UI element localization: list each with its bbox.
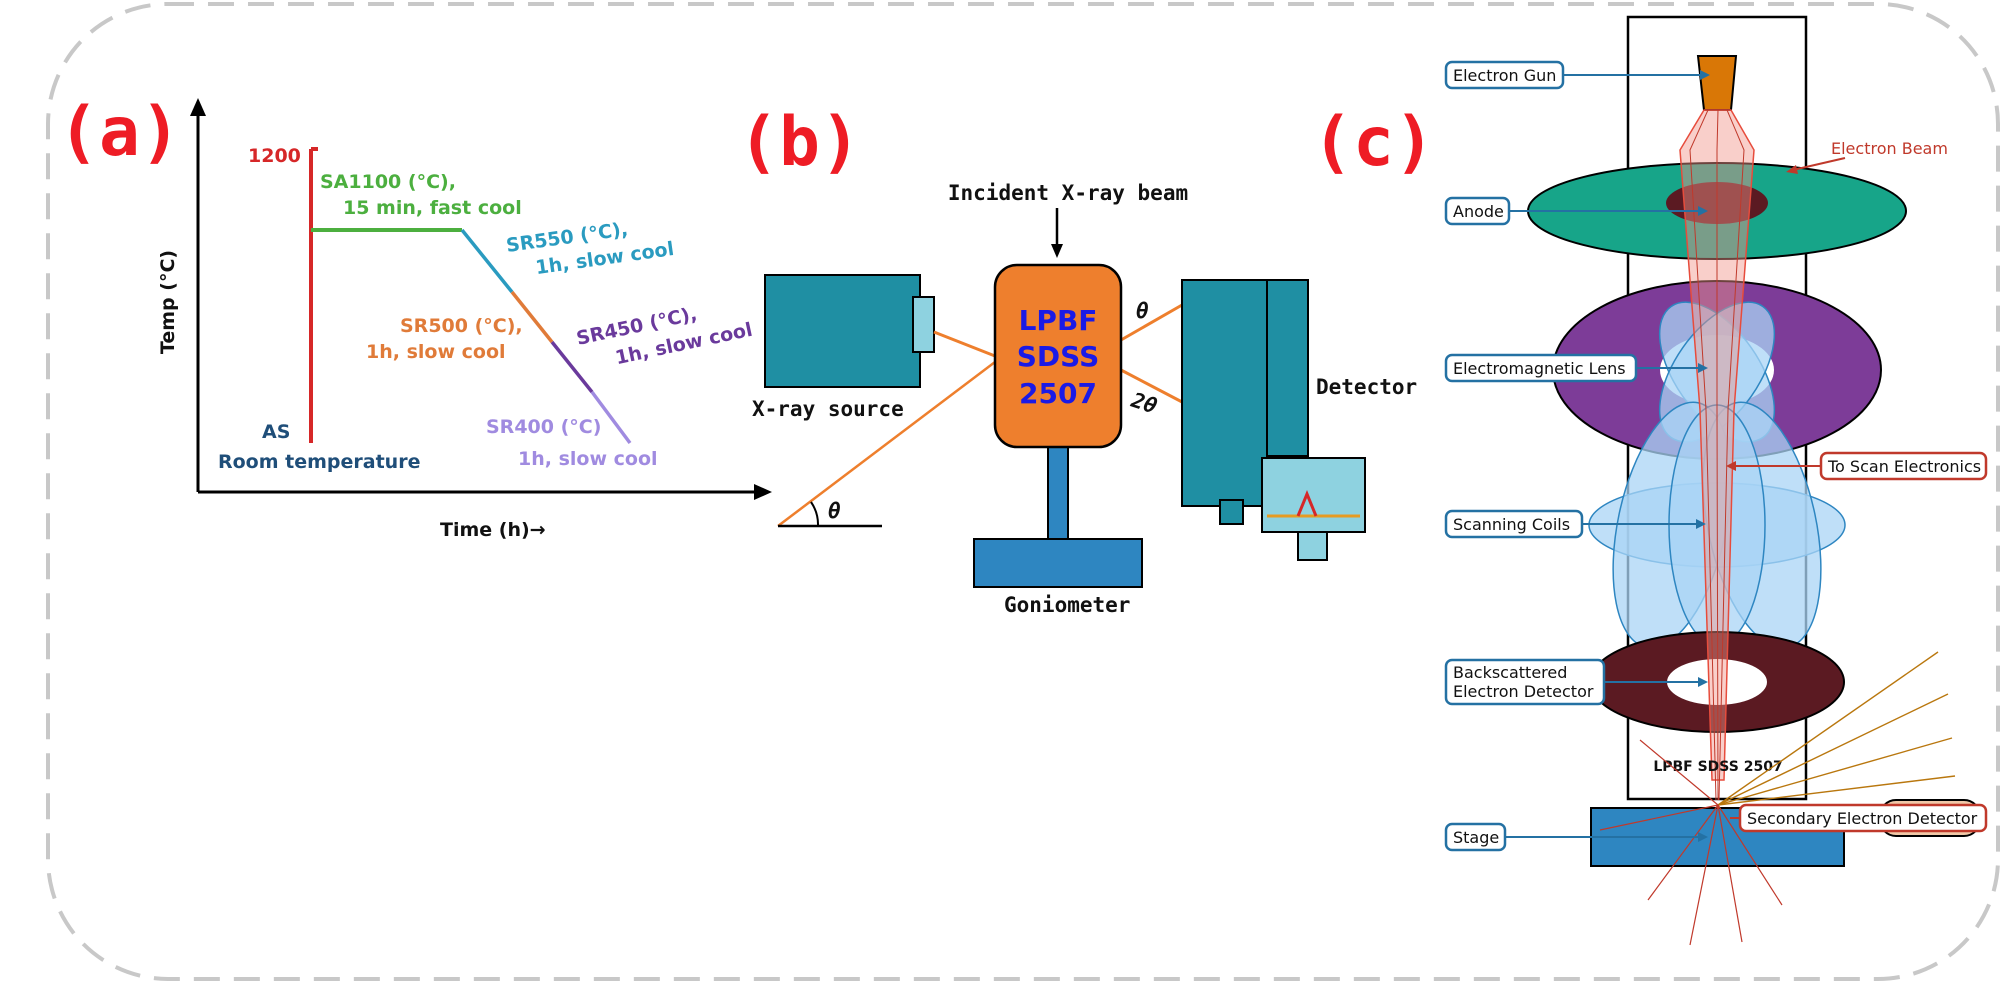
label-bse-line2: Electron Detector: [1453, 682, 1594, 701]
stage-sr550: SR550 (°C), 1h, slow cool: [505, 218, 676, 279]
scatter-ray-1: [1639, 739, 1719, 806]
pointer-electron-beam: [1792, 157, 1846, 171]
sem-sample-label: LPBF SDSS 2507: [1653, 759, 1782, 775]
sr400-cooling: [590, 390, 632, 445]
incident-beam-label: Incident X-ray beam: [948, 181, 1188, 205]
label-scan-electronics: To Scan Electronics: [1827, 457, 1981, 476]
sr550-cooling: [460, 228, 514, 294]
goniometer-column: [1047, 446, 1069, 540]
beam-geometry-line: [777, 361, 996, 527]
pointer-head-electron-gun: [1700, 70, 1710, 80]
secondary-ray-2: [1717, 693, 1949, 806]
detector-label: Detector: [1316, 375, 1417, 399]
goniometer-label: Goniometer: [1004, 593, 1130, 617]
two-theta-label: 2θ: [1128, 388, 1161, 419]
detector-screen: [1261, 457, 1366, 533]
panel-label-c: (c): [1312, 103, 1435, 182]
goniometer-base: [973, 538, 1143, 588]
pointer-head-bse: [1698, 677, 1708, 687]
beam-ray-3: [1718, 109, 1745, 801]
stage-sr400-line2: 1h, slow cool: [518, 448, 658, 470]
panel-a-heat-treatment: Temp (°C) Time (h)→ 1200 SA1100 (°C), 15…: [157, 98, 772, 541]
label-electron-gun: Electron Gun: [1453, 66, 1556, 85]
xray-source-box: [764, 274, 921, 388]
label-scanning-coils: Scanning Coils: [1453, 515, 1570, 534]
pointer-head-scan-electronics: [1726, 461, 1736, 471]
y-axis-arrow: [190, 98, 206, 116]
stage-sa1100-line1: SA1100 (°C),: [320, 171, 456, 193]
sample-text-line2: SDSS: [1017, 340, 1099, 373]
beam-ray-1: [1689, 109, 1717, 801]
y-axis-label: Temp (°C): [157, 250, 179, 354]
x-axis-arrow: [754, 484, 772, 500]
pointer-head-scanning-coils: [1696, 519, 1706, 529]
temp-tick-label: 1200: [248, 145, 301, 167]
stage-sr500-line2: 1h, slow cool: [366, 341, 506, 363]
xray-source-label: X-ray source: [752, 397, 904, 421]
pointer-head-electron-beam: [1786, 165, 1798, 174]
secondary-ray-4: [1717, 775, 1956, 806]
stage-sr500-line1: SR500 (°C),: [400, 315, 523, 337]
panel-label-b: (b): [738, 103, 861, 182]
sample-block: [993, 263, 1123, 449]
stage-sa1100-line2: 15 min, fast cool: [343, 197, 522, 219]
panel-label-a: (a): [58, 93, 181, 172]
beam-ray-lines: [1689, 109, 1745, 801]
detector-body: [1181, 279, 1268, 507]
incident-beam-arrowhead: [1051, 244, 1063, 258]
sample-text-line1: LPBF: [1019, 304, 1098, 337]
detector-foot: [1219, 499, 1244, 525]
dashed-frame: [46, 2, 2000, 981]
bse-aperture: [1667, 659, 1767, 705]
detector-mount: [1297, 531, 1328, 561]
panel-c-sem-schematic: LPBF SDSS 2507 Electron Gun Anode Electr…: [1444, 15, 1988, 946]
pointer-head-anode: [1698, 206, 1708, 216]
scatter-ray-5: [1717, 804, 1743, 943]
two-theta-diffracted-ray: [1120, 368, 1185, 405]
stage-sr400-line1: SR400 (°C): [486, 416, 601, 438]
stage-sr450: SR450 (°C), 1h, slow cool: [574, 303, 754, 369]
room-temperature-label: Room temperature: [218, 451, 420, 473]
as-built-label: AS: [262, 421, 290, 443]
theta-label: θ: [1136, 299, 1149, 323]
xray-source-window: [912, 296, 935, 353]
beam-ray-2: [1716, 109, 1719, 801]
scatter-ray-4: [1689, 804, 1719, 946]
sample-text-line3: 2507: [1019, 377, 1097, 410]
sr450-cooling: [550, 340, 594, 394]
label-secondary-detector: Secondary Electron Detector: [1747, 809, 1978, 828]
angle-theta-label: θ: [828, 499, 841, 523]
theta-diffracted-ray: [1120, 303, 1183, 342]
electron-gun: [1696, 55, 1738, 111]
secondary-ray-1: [1717, 651, 1939, 806]
label-stage: Stage: [1453, 828, 1499, 847]
secondary-emission-rays: [1717, 651, 1956, 806]
incident-ray: [933, 330, 996, 358]
detector-side: [1266, 279, 1309, 457]
panel-b-xrd-setup: Incident X-ray beam X-ray source θ Gonio…: [752, 181, 1417, 617]
label-anode: Anode: [1453, 202, 1504, 221]
label-electromagnetic-lens: Electromagnetic Lens: [1453, 359, 1626, 378]
sr500-cooling: [510, 290, 554, 344]
secondary-ray-3: [1717, 737, 1953, 806]
scatter-rays: [1599, 739, 1783, 946]
x-axis-label: Time (h)→: [440, 519, 546, 541]
scatter-ray-6: [1717, 804, 1783, 906]
diffraction-peak: [1296, 490, 1318, 517]
angle-arc: [810, 501, 820, 527]
scatter-ray-3: [1647, 804, 1719, 901]
pointer-head-lens: [1698, 363, 1708, 373]
pointer-head-stage: [1698, 832, 1708, 842]
label-bse-line1: Backscattered: [1453, 663, 1567, 682]
scatter-ray-2: [1599, 804, 1719, 831]
label-electron-beam: Electron Beam: [1831, 139, 1948, 158]
